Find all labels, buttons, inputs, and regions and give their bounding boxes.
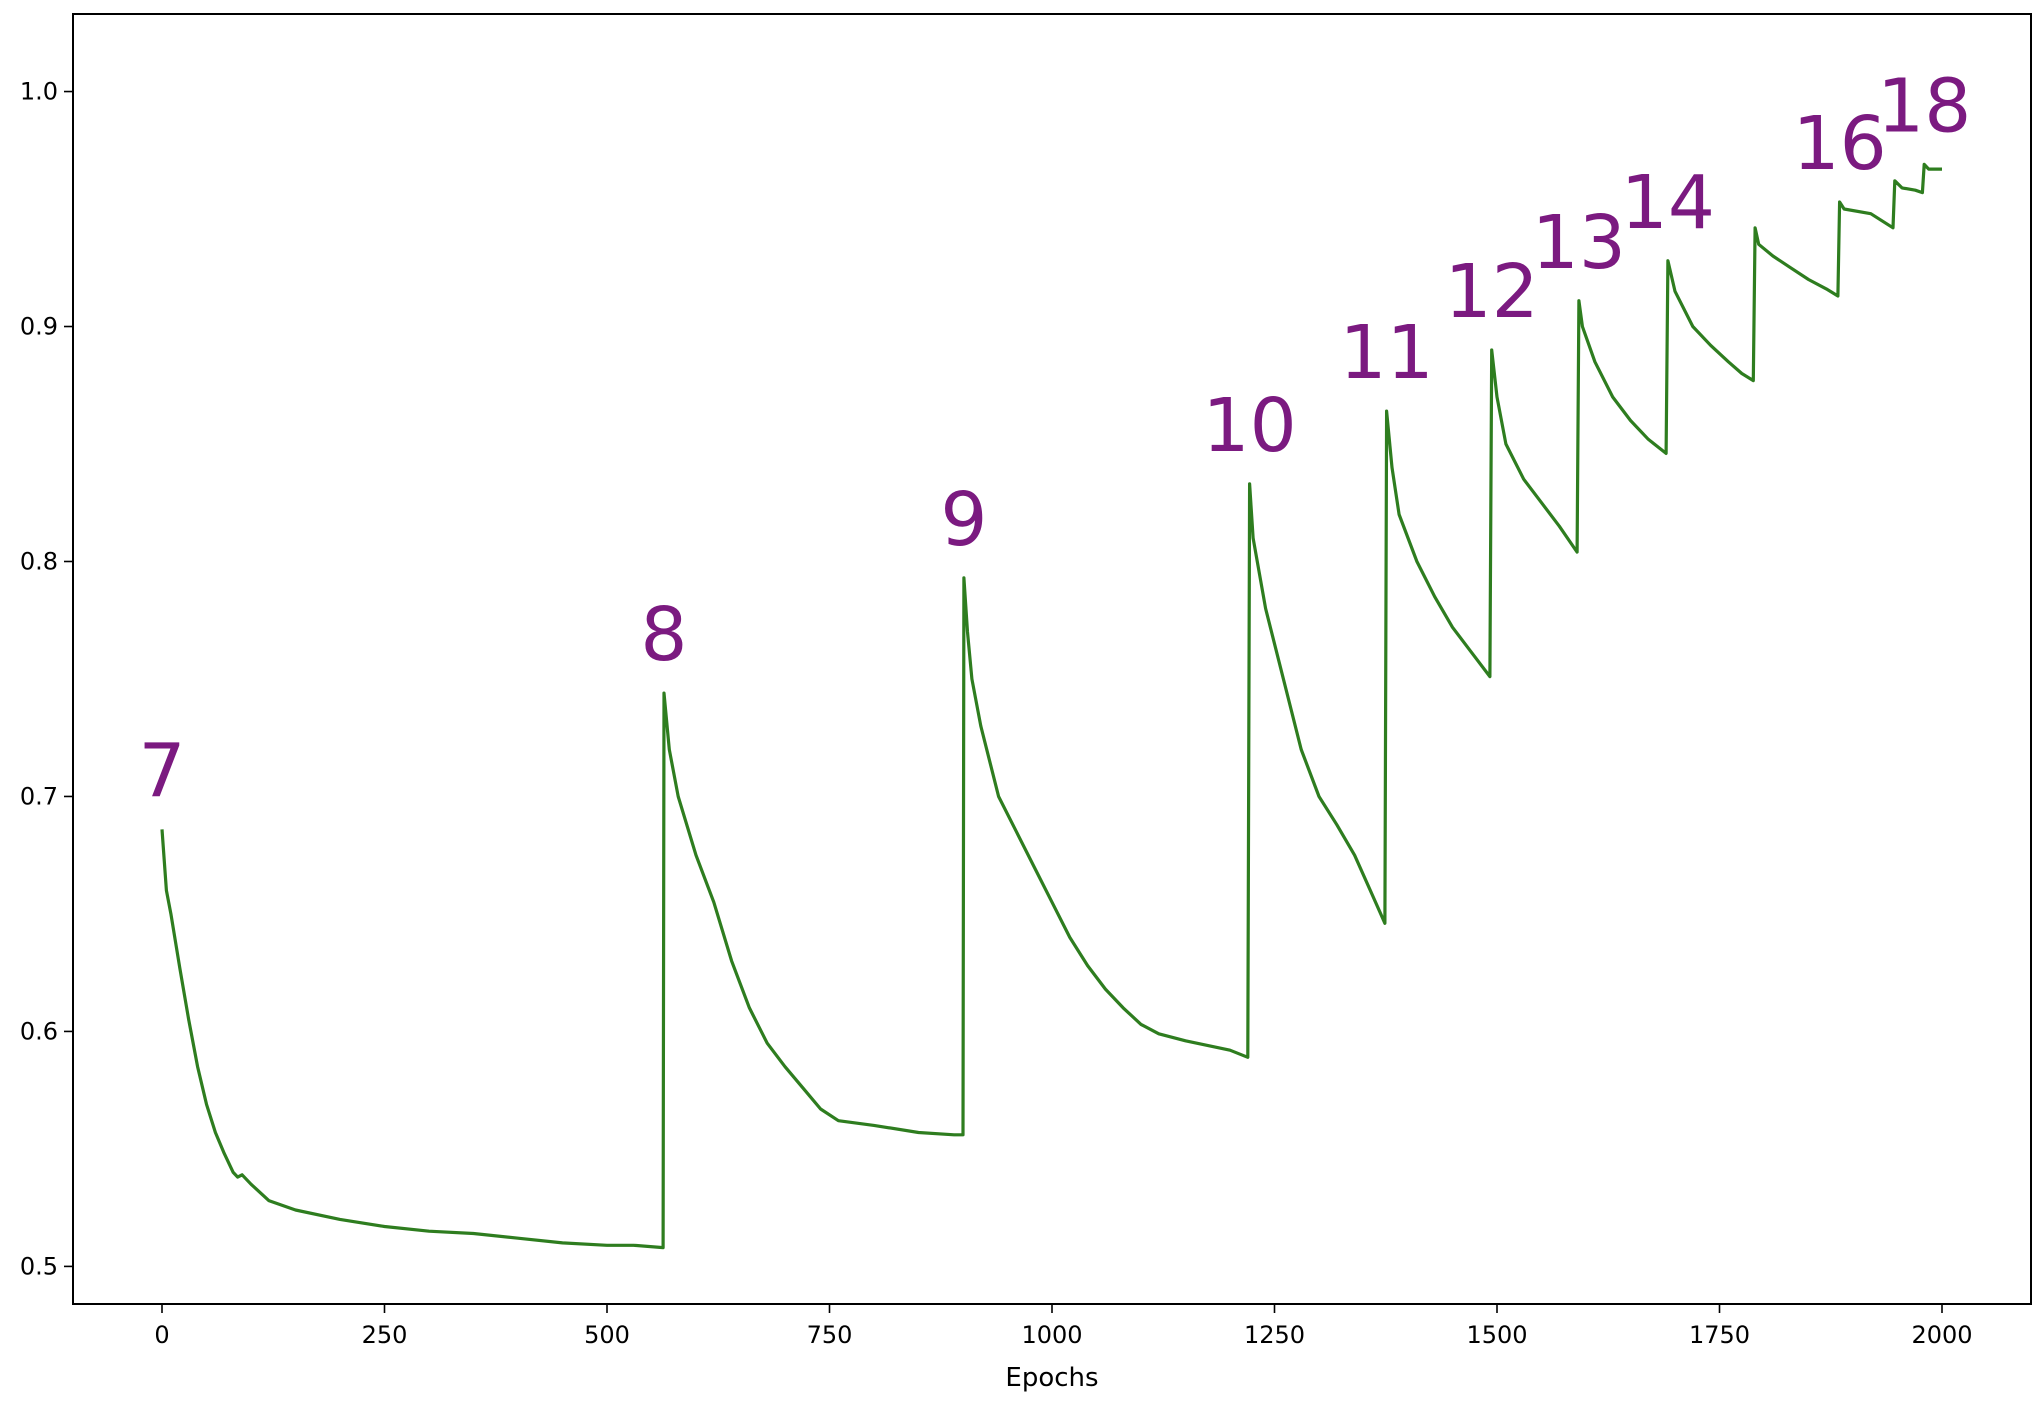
- x-tick-label: 250: [362, 1321, 408, 1349]
- y-tick-label: 0.6: [20, 1017, 58, 1045]
- x-tick-label: 1250: [1244, 1321, 1305, 1349]
- annotation-label: 13: [1532, 200, 1626, 286]
- annotation-label: 18: [1877, 63, 1971, 149]
- x-tick-label: 1500: [1466, 1321, 1527, 1349]
- x-axis-ticks: 0 250 500 750 1000 1250 1500 1750 2000: [154, 1304, 1973, 1349]
- annotation-label: 10: [1202, 383, 1296, 469]
- y-axis-ticks: 0.5 0.6 0.7 0.8 0.9 1.0: [20, 78, 73, 1280]
- annotation-label: 9: [940, 477, 987, 563]
- annotation-label: 12: [1445, 249, 1539, 335]
- x-axis-label: Epochs: [1005, 1363, 1098, 1393]
- annotation-label: 14: [1621, 160, 1715, 246]
- x-tick-label: 0: [154, 1321, 169, 1349]
- plot-frame: [72, 13, 2032, 1305]
- y-tick-label: 1.0: [20, 78, 58, 106]
- x-tick-label: 1750: [1689, 1321, 1750, 1349]
- series-line: [160, 162, 1942, 1250]
- annotation-label: 11: [1340, 310, 1434, 396]
- annotation-label: 16: [1793, 101, 1887, 187]
- x-tick-label: 1000: [1021, 1321, 1082, 1349]
- x-tick-label: 750: [807, 1321, 853, 1349]
- y-tick-label: 0.7: [20, 782, 58, 810]
- x-tick-label: 500: [584, 1321, 630, 1349]
- annotation-label: 7: [138, 728, 185, 814]
- x-tick-label: 2000: [1911, 1321, 1972, 1349]
- y-tick-label: 0.8: [20, 547, 58, 575]
- y-tick-label: 0.5: [20, 1252, 58, 1280]
- y-tick-label: 0.9: [20, 313, 58, 341]
- annotation-label: 8: [640, 592, 687, 678]
